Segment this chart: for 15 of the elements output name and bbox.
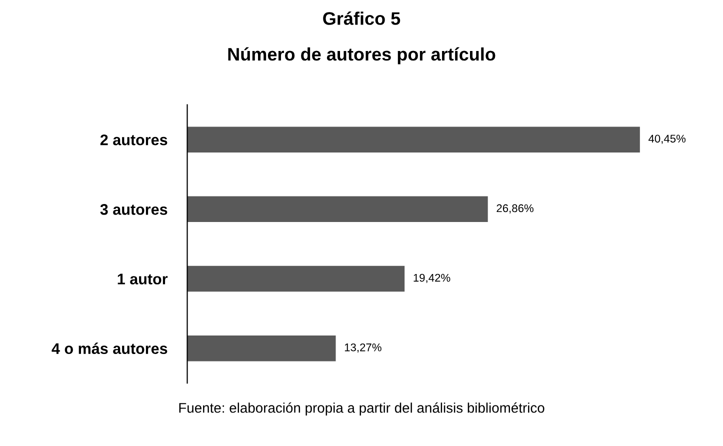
- chart-title: Gráfico 5: [323, 11, 400, 25]
- data-label: 40,45%: [648, 134, 686, 144]
- bar: [187, 126, 640, 152]
- y-tick-label: 1 autor: [118, 274, 168, 284]
- y-tick-label: 4 o más autores: [52, 342, 168, 354]
- data-label: 26,86%: [496, 204, 534, 214]
- bar: [187, 196, 488, 222]
- y-tick-label: 2 autores: [100, 134, 168, 146]
- bar: [187, 266, 405, 292]
- source-note: Fuente: elaboración propia a partir del análisis bibliométrico: [179, 402, 544, 416]
- data-label: 13,27%: [344, 343, 382, 353]
- y-tick-label: 3 autores: [100, 204, 168, 215]
- bar: [187, 335, 336, 362]
- data-label: 19,42%: [414, 274, 450, 284]
- chart-subtitle: Número de autores por artículo: [228, 47, 496, 64]
